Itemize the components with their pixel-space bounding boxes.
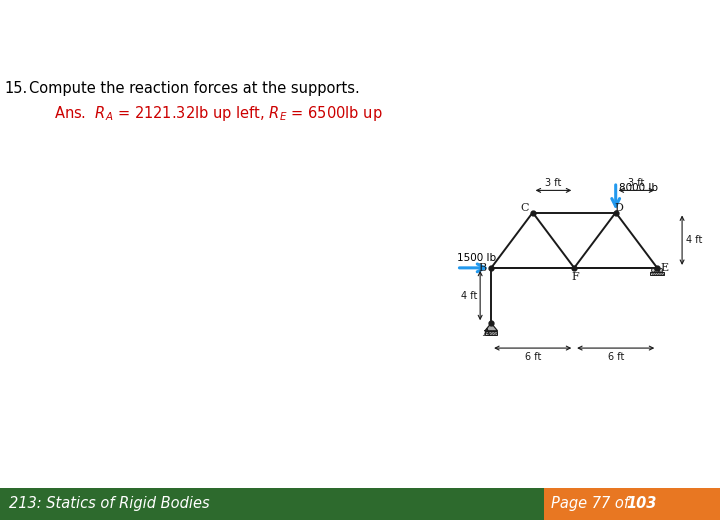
Text: 1500 lb: 1500 lb [456, 253, 496, 263]
Text: E: E [660, 263, 668, 273]
Circle shape [655, 268, 659, 272]
Circle shape [660, 268, 663, 272]
Text: 8000 lb: 8000 lb [619, 183, 658, 193]
Text: Ans.  $R_A$ = 2121.32lb up left, $R_E$ = 6500lb up: Ans. $R_A$ = 2121.32lb up left, $R_E$ = … [54, 104, 382, 123]
Text: 6 ft: 6 ft [608, 352, 624, 361]
Text: F: F [572, 272, 580, 282]
Bar [485, 331, 498, 335]
Bar [544, 488, 720, 520]
Text: 4 ft: 4 ft [461, 291, 477, 301]
Text: 213: Statics of Rigid Bodies: 213: Statics of Rigid Bodies [9, 497, 210, 511]
Text: 3 ft: 3 ft [545, 178, 562, 188]
Text: Page 77 of: Page 77 of [551, 497, 634, 511]
Text: Compute the reaction forces at the supports.: Compute the reaction forces at the suppo… [29, 81, 359, 96]
Text: A: A [482, 328, 490, 338]
Text: C: C [521, 203, 529, 213]
Circle shape [652, 268, 655, 272]
Text: 15.: 15. [4, 81, 27, 96]
Bar [0, 488, 720, 520]
Text: D: D [615, 203, 624, 213]
Bar [650, 272, 664, 275]
Text: 6 ft: 6 ft [524, 352, 541, 361]
Text: 3 ft: 3 ft [629, 178, 644, 188]
Text: 4 ft: 4 ft [685, 235, 702, 245]
Text: B: B [478, 263, 486, 273]
Text: 103: 103 [626, 497, 657, 511]
Polygon shape [485, 323, 498, 331]
